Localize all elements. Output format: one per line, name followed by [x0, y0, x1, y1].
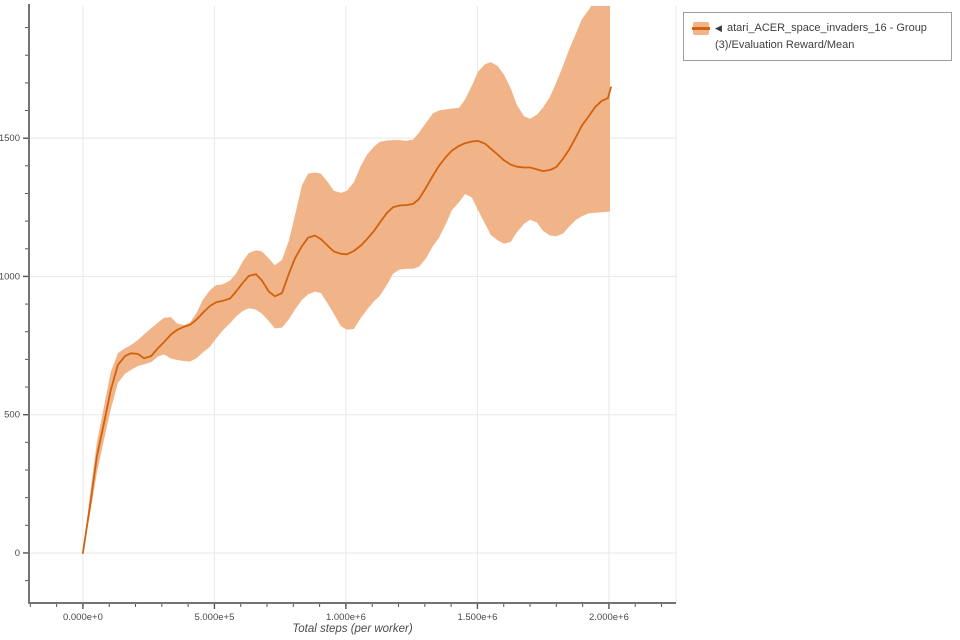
y-tick-label: 500 — [4, 410, 20, 421]
legend-toggle-icon[interactable]: ◀ — [715, 23, 722, 33]
series-swatch-line-icon — [692, 27, 710, 30]
x-tick-label: 2.000e+6 — [589, 612, 629, 623]
mean-line — [82, 86, 612, 554]
x-tick-label: 1.000e+6 — [326, 612, 366, 623]
x-tick-label: 1.500e+6 — [457, 612, 497, 623]
x-tick-label: 0.000e+0 — [63, 612, 103, 623]
x-axis-title: Total steps (per worker) — [292, 623, 413, 635]
legend-item[interactable]: ◀ atari_ACER_space_invaders_16 - Group(3… — [692, 20, 943, 54]
confidence-band — [82, 6, 610, 553]
x-tick-label: 5.000e+5 — [194, 612, 234, 623]
y-tick-label: 1500 — [0, 133, 20, 144]
y-tick-label: 1000 — [0, 271, 20, 282]
y-tick-label: 0 — [15, 548, 20, 559]
legend-text: ◀ atari_ACER_space_invaders_16 - Group(3… — [715, 20, 943, 54]
series-swatch-icon — [692, 22, 710, 35]
legend: ◀ atari_ACER_space_invaders_16 - Group(3… — [683, 12, 952, 61]
series-layer — [82, 6, 612, 554]
series-label: atari_ACER_space_invaders_16 - Group(3)/… — [715, 22, 927, 51]
